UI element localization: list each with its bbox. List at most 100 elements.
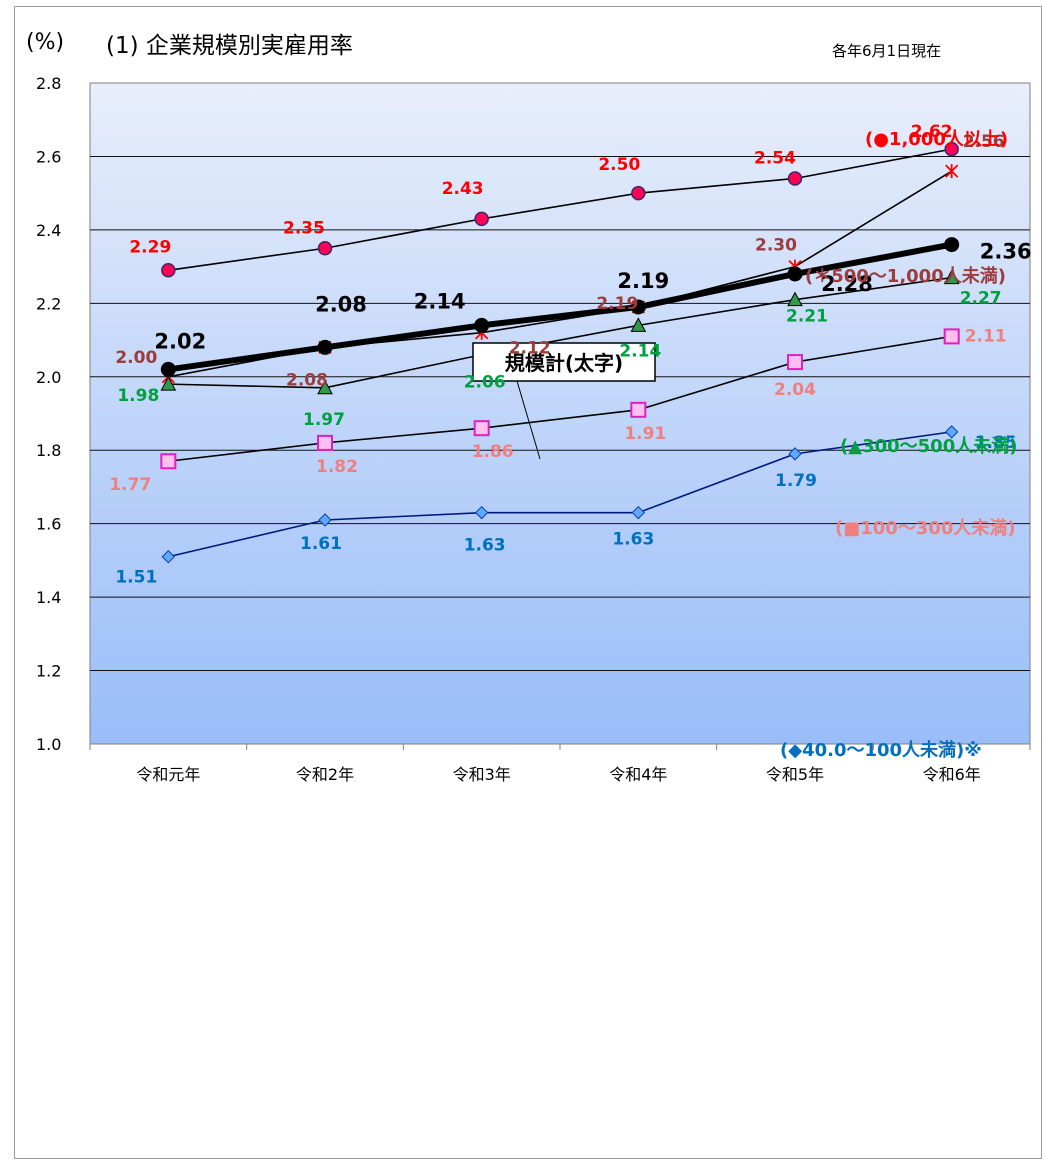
data-label: 2.54 [754, 148, 796, 168]
data-label: 2.50 [598, 155, 640, 175]
marker-circle [317, 241, 333, 256]
marker-triangle [630, 317, 647, 332]
marker-circle [787, 171, 803, 186]
series-name-label: (●1,000人以上) [865, 129, 1008, 150]
data-label: 2.12 [509, 339, 551, 359]
y-tick-label: 2.0 [36, 368, 61, 387]
data-label: 2.19 [596, 294, 638, 314]
marker-dot [944, 237, 960, 253]
data-label: 2.04 [774, 380, 816, 400]
callout-box [472, 342, 656, 382]
series-line [168, 431, 952, 558]
marker-diamond [944, 425, 959, 439]
data-label: 2.08 [315, 292, 367, 316]
data-label: 2.06 [464, 373, 506, 393]
data-label: 2.27 [960, 289, 1002, 309]
data-label: 2.08 [286, 370, 328, 390]
data-label: 1.63 [464, 536, 506, 556]
data-label: 2.29 [129, 237, 171, 257]
y-tick-label: 1.0 [36, 735, 61, 754]
data-label: 2.56 [963, 132, 1005, 152]
series-line [168, 148, 952, 272]
x-tick-label: 令和元年 [136, 765, 200, 784]
marker-square [943, 328, 960, 345]
y-tick-label: 2.6 [36, 147, 61, 166]
data-label: 2.21 [786, 307, 828, 327]
marker-circle [474, 211, 489, 227]
x-tick-label: 令和3年 [453, 765, 511, 784]
marker-diamond [318, 513, 332, 527]
data-label: 1.82 [316, 457, 358, 477]
series-name-label: (■100～300人未満) [835, 517, 1016, 539]
marker-square [160, 453, 177, 470]
series-line [167, 241, 953, 373]
marker-diamond [788, 447, 802, 461]
data-label: 2.28 [821, 272, 873, 296]
data-label: 1.91 [624, 424, 666, 444]
data-label: 2.14 [414, 289, 466, 313]
data-label: 2.02 [154, 329, 206, 353]
y-tick-label: 1.8 [36, 441, 61, 460]
data-label: 1.63 [612, 530, 654, 550]
data-label: 2.11 [965, 326, 1007, 346]
data-label: 2.14 [619, 341, 661, 361]
series-line [168, 276, 952, 389]
data-label: 2.00 [115, 348, 157, 368]
series-name-label: (◆40.0～100人未満)※ [780, 739, 982, 761]
y-tick-label: 2.8 [36, 74, 61, 93]
marker-dot [474, 317, 490, 333]
marker-triangle [787, 291, 803, 307]
y-tick-label: 2.2 [36, 294, 61, 313]
x-tick-label: 令和2年 [296, 765, 354, 784]
marker-square [317, 434, 333, 451]
y-tick-label: 2.4 [36, 221, 61, 240]
data-label: 1.85 [975, 433, 1017, 453]
data-label: 1.77 [109, 475, 151, 495]
data-label: 2.35 [283, 218, 325, 238]
data-label: 1.61 [300, 534, 342, 554]
marker-star [945, 164, 959, 179]
chart-subtitle: 各年6月1日現在 [832, 42, 942, 60]
callout-text: 規模計(太字) [505, 351, 623, 375]
y-unit-label: (%) [26, 30, 65, 55]
series-name-label: (▲300～500人未満) [840, 435, 1017, 457]
data-label: 1.86 [472, 442, 514, 462]
data-label: 2.36 [980, 240, 1032, 264]
series-name-label: (＊500～1,000人未満) [805, 265, 1006, 287]
data-label: 1.97 [303, 410, 345, 430]
marker-triangle [943, 269, 960, 285]
marker-dot [160, 361, 176, 377]
x-tick-label: 令和4年 [609, 765, 667, 784]
y-tick-label: 1.6 [36, 515, 61, 534]
data-label: 1.79 [775, 471, 817, 491]
data-label: 1.51 [115, 568, 157, 588]
chart-title: (1) 企業規模別実雇用率 [106, 33, 353, 59]
data-label: 2.19 [617, 269, 669, 293]
data-label: 2.30 [755, 236, 797, 256]
marker-diamond [161, 550, 176, 564]
marker-triangle [317, 379, 333, 395]
marker-dot [787, 266, 803, 282]
marker-diamond [474, 505, 489, 520]
y-tick-label: 1.4 [36, 588, 61, 607]
data-label: 2.43 [442, 179, 484, 199]
marker-square [787, 354, 803, 371]
marker-triangle [160, 376, 177, 391]
marker-dot [630, 299, 646, 315]
x-tick-label: 令和5年 [766, 765, 824, 784]
series-line [168, 335, 952, 463]
marker-square [473, 420, 490, 437]
data-label: 2.62 [911, 122, 953, 142]
marker-circle [944, 141, 959, 157]
marker-square [630, 401, 647, 418]
marker-circle [631, 185, 646, 201]
data-label: 1.98 [117, 386, 159, 406]
marker-dot [317, 339, 333, 355]
marker-diamond [631, 505, 646, 520]
y-tick-label: 1.2 [36, 662, 61, 681]
plot-area [89, 82, 1031, 745]
x-tick-label: 令和6年 [923, 765, 981, 784]
marker-circle [161, 263, 176, 278]
callout-leader [516, 380, 541, 460]
